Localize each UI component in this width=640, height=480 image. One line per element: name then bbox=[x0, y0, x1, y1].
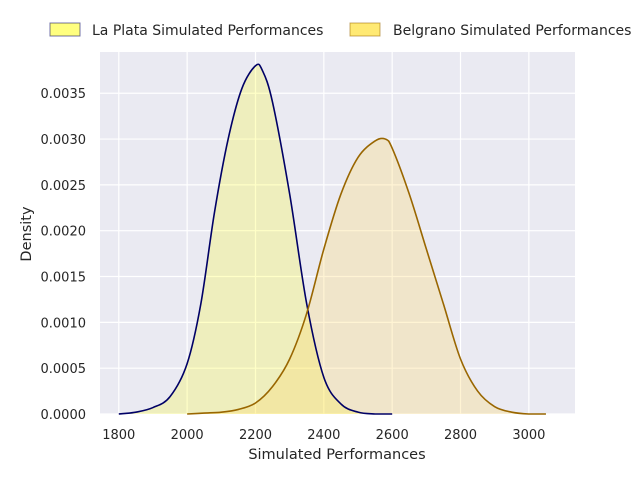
y-tick-label: 0.0035 bbox=[41, 87, 87, 102]
x-axis-title: Simulated Performances bbox=[248, 447, 425, 463]
y-axis-title: Density bbox=[19, 206, 35, 262]
x-tick-label: 2600 bbox=[376, 428, 409, 443]
legend-swatch-belgrano bbox=[349, 22, 381, 37]
y-tick-label: 0.0010 bbox=[41, 316, 87, 331]
series-area-la-plata bbox=[118, 64, 393, 414]
x-axis-ticks: 1800 2000 2200 2400 2600 2800 3000 bbox=[102, 428, 545, 443]
legend-label-la-plata: La Plata Simulated Performances bbox=[92, 23, 323, 39]
y-tick-label: 0.0025 bbox=[41, 179, 87, 194]
y-tick-label: 0.0020 bbox=[41, 225, 87, 240]
series-layer bbox=[118, 63, 546, 415]
grid-lines bbox=[100, 52, 575, 415]
legend-swatch-la-plata bbox=[49, 22, 81, 37]
legend: La Plata Simulated Performances Belgrano… bbox=[49, 22, 631, 39]
y-tick-label: 0.0000 bbox=[41, 408, 87, 423]
series-area-belgrano bbox=[187, 138, 546, 414]
x-tick-label: 1800 bbox=[102, 428, 135, 443]
y-tick-label: 0.0030 bbox=[41, 133, 87, 148]
x-tick-label: 2800 bbox=[444, 428, 477, 443]
x-tick-label: 2200 bbox=[239, 428, 272, 443]
series-line-belgrano bbox=[187, 137, 546, 415]
x-tick-label: 2000 bbox=[171, 428, 204, 443]
x-tick-label: 3000 bbox=[512, 428, 545, 443]
y-axis-ticks: 0.0000 0.0005 0.0010 0.0015 0.0020 0.0025 0.00… bbox=[41, 87, 87, 423]
y-tick-label: 0.0015 bbox=[41, 271, 87, 286]
plot-background bbox=[100, 52, 575, 414]
legend-label-belgrano: Belgrano Simulated Performances bbox=[393, 23, 631, 39]
y-tick-label: 0.0005 bbox=[41, 362, 87, 377]
x-tick-label: 2400 bbox=[307, 428, 340, 443]
series-line-la-plata bbox=[118, 63, 393, 415]
